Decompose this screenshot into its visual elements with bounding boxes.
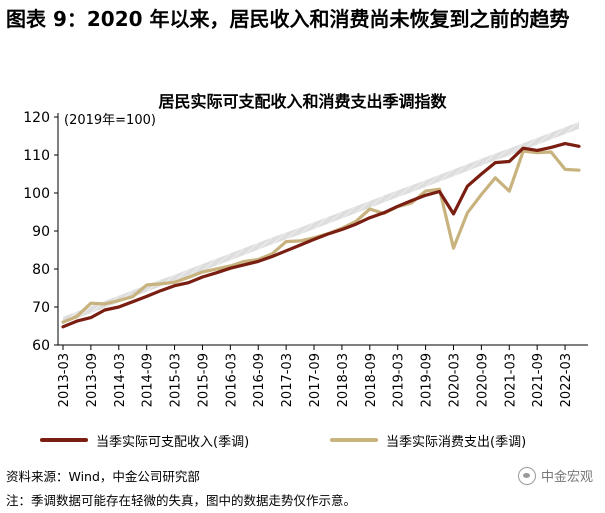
watermark-label: 中金宏观: [540, 470, 593, 485]
trend-hatch: [230, 247, 245, 261]
watermark: 中金宏观: [517, 466, 593, 485]
x-tick-label: 2019-03: [392, 353, 407, 407]
trend-hatch: [285, 227, 301, 240]
legend-item-income: 当季实际可支配收入(季调): [40, 429, 249, 451]
trend-hatch: [383, 189, 399, 203]
trend-hatch: [216, 253, 231, 266]
trend-hatch: [313, 216, 329, 230]
x-tick-label: 2017-03: [280, 353, 295, 407]
trend-hatch: [564, 121, 580, 135]
trend-hatch: [369, 195, 385, 209]
x-tick-label: 2021-03: [503, 353, 518, 407]
y-tick-label: 120: [23, 110, 50, 126]
trend-hatch: [425, 174, 440, 188]
trend-hatch: [341, 205, 357, 219]
y-tick-label: 90: [32, 224, 50, 240]
trend-hatch: [202, 258, 217, 272]
x-tick-label: 2021-09: [531, 353, 546, 407]
trend-hatch: [355, 200, 371, 214]
x-tick-label: 2016-03: [224, 353, 239, 407]
y-tick-label: 70: [32, 300, 50, 316]
trend-hatch: [327, 211, 343, 225]
trend-hatch: [439, 169, 454, 182]
x-tick-label: 2013-09: [85, 353, 100, 407]
chart-title: 居民实际可支配收入和消费支出季调指数: [158, 92, 447, 111]
source-note: 资料来源：Wind，中金公司研究部: [6, 469, 200, 484]
trend-hatch: [397, 185, 412, 198]
trend-hatch: [550, 126, 566, 140]
x-tick-label: 2018-09: [364, 353, 379, 407]
y-tick-label: 60: [32, 338, 50, 354]
trend-hatch: [481, 153, 496, 167]
x-tick-label: 2014-03: [113, 353, 128, 407]
trend-hatch: [188, 263, 203, 277]
x-tick-label: 2020-03: [447, 353, 462, 407]
trend-hatch: [243, 242, 259, 256]
disclaimer-note: 注：季调数据可能存在轻微的失真，图中的数据走势仅作示意。: [6, 493, 357, 508]
x-tick-label: 2014-09: [141, 353, 156, 407]
figure-title: 图表 9：2020 年以来，居民收入和消费尚未恢复到之前的趋势: [6, 7, 570, 31]
chart-unit-label: (2019年=100): [64, 113, 156, 128]
legend-label-income: 当季实际可支配收入(季调): [96, 434, 250, 450]
trend-hatch: [508, 142, 524, 156]
x-tick-label: 2022-03: [559, 353, 574, 407]
legend-swatch-consumption: [330, 438, 378, 442]
x-tick-label: 2015-09: [196, 353, 211, 407]
x-tick-label: 2019-09: [420, 353, 435, 407]
y-tick-label: 100: [23, 186, 50, 202]
trend-hatch: [174, 269, 189, 282]
trend-hatch: [271, 232, 287, 245]
legend-item-consumption: 当季实际消费支出(季调): [330, 429, 526, 451]
x-tick-label: 2018-03: [336, 353, 351, 407]
wechat-icon: [517, 466, 536, 485]
x-tick-label: 2013-03: [57, 353, 72, 407]
x-tick-label: 2016-09: [252, 353, 267, 407]
y-tick-label: 110: [23, 148, 50, 164]
trend-hatch: [536, 132, 552, 146]
x-tick-label: 2017-09: [308, 353, 323, 407]
legend-swatch-income: [40, 438, 88, 442]
legend-label-consumption: 当季实际消费支出(季调): [386, 434, 527, 450]
x-tick-label: 2020-09: [475, 353, 490, 407]
x-tick-label: 2015-03: [169, 353, 184, 407]
trend-hatch: [495, 148, 510, 161]
series-line-income: [61, 142, 581, 329]
trend-hatch: [411, 179, 426, 193]
y-tick-label: 80: [32, 262, 50, 278]
trend-hatch: [467, 158, 482, 172]
trend-hatch: [257, 237, 273, 250]
trend-hatch: [299, 221, 315, 235]
trend-hatch: [453, 163, 468, 177]
